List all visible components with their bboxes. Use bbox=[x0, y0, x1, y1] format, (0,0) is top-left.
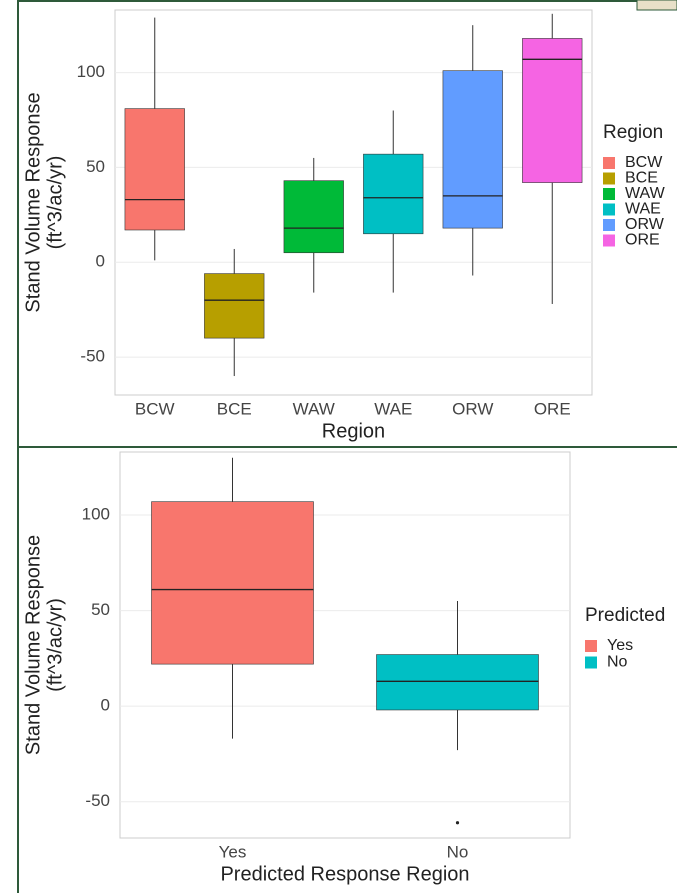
y-axis-title: (ft^3/ac/yr) bbox=[44, 156, 66, 250]
plot-frame bbox=[114, 9, 593, 396]
y-tick-label: 50 bbox=[91, 600, 110, 619]
x-axis-title: Predicted Response Region bbox=[220, 863, 469, 885]
plot-frame bbox=[119, 451, 571, 839]
corner-tab bbox=[636, 0, 677, 11]
x-tick-label: No bbox=[447, 842, 469, 861]
legend-key bbox=[585, 640, 597, 652]
x-tick-label: BCW bbox=[135, 399, 175, 418]
legend-label: WAE bbox=[625, 201, 661, 218]
legend-key bbox=[585, 656, 597, 669]
legend-key bbox=[603, 188, 615, 200]
x-axis-title: Region bbox=[322, 420, 385, 442]
x-tick-label: WAW bbox=[293, 399, 335, 418]
y-tick-label: 0 bbox=[101, 696, 110, 715]
y-tick-label: 100 bbox=[77, 62, 105, 81]
x-tick-label: ORW bbox=[452, 399, 493, 418]
legend-label: ORW bbox=[625, 216, 665, 233]
y-tick-label: -50 bbox=[85, 791, 110, 810]
y-axis-title: Stand Volume Response bbox=[22, 92, 44, 312]
y-tick-label: 50 bbox=[86, 157, 105, 176]
legend-label: No bbox=[607, 654, 628, 671]
legend-key bbox=[603, 234, 615, 247]
x-tick-label: Yes bbox=[219, 842, 247, 861]
box bbox=[376, 654, 539, 711]
legend-key bbox=[603, 203, 615, 216]
y-axis-title: (ft^3/ac/yr) bbox=[44, 598, 66, 692]
box bbox=[151, 501, 314, 665]
x-tick-label: BCE bbox=[217, 399, 252, 418]
legend-key bbox=[603, 219, 615, 231]
legend-title: Region bbox=[603, 122, 663, 143]
box bbox=[204, 273, 265, 339]
x-tick-label: ORE bbox=[534, 399, 571, 418]
box bbox=[522, 38, 583, 183]
box bbox=[442, 70, 503, 229]
y-tick-label: 100 bbox=[82, 505, 110, 524]
y-tick-label: 0 bbox=[96, 252, 105, 271]
legend-key bbox=[603, 157, 615, 169]
legend-label: ORE bbox=[625, 232, 660, 249]
legend-label: BCW bbox=[625, 154, 663, 171]
y-tick-label: -50 bbox=[80, 347, 105, 366]
x-tick-label: WAE bbox=[374, 399, 412, 418]
legend-title: Predicted bbox=[585, 605, 665, 626]
box bbox=[124, 108, 185, 231]
legend-label: Yes bbox=[607, 637, 633, 654]
outlier bbox=[455, 821, 460, 825]
box bbox=[363, 153, 424, 235]
legend-key bbox=[603, 172, 615, 185]
box bbox=[283, 180, 344, 254]
legend-label: WAW bbox=[625, 185, 666, 202]
legend-label: BCE bbox=[625, 170, 658, 187]
y-axis-title: Stand Volume Response bbox=[22, 535, 44, 755]
